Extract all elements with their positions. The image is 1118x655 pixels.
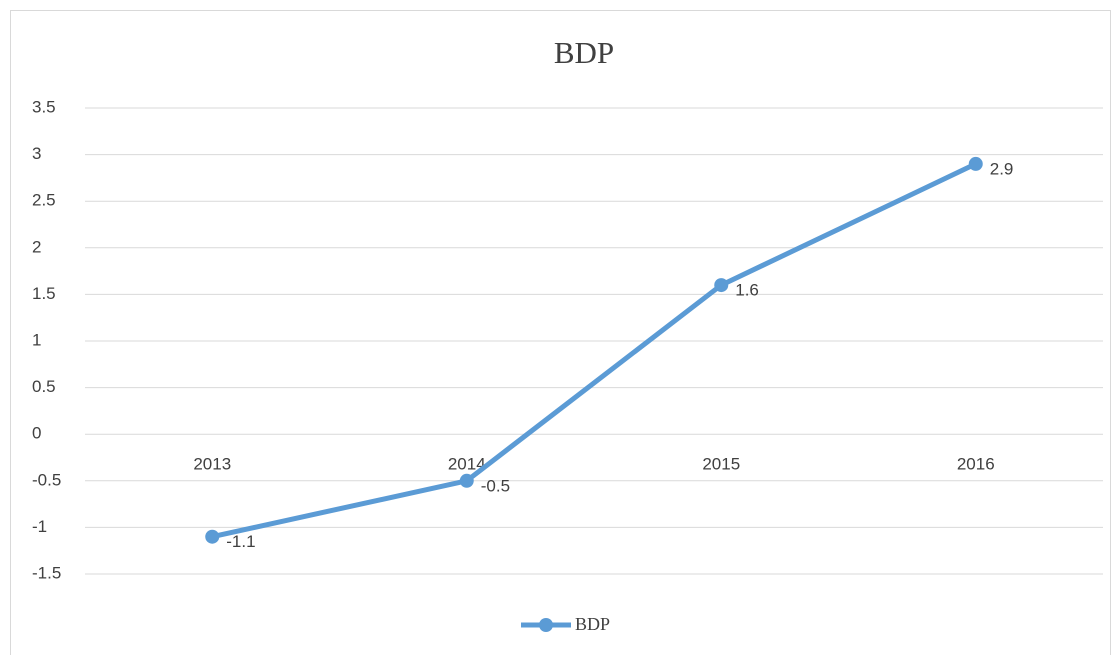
y-tick-label: -1.5	[32, 563, 61, 582]
data-label: -1.1	[226, 532, 255, 551]
marker	[968, 156, 983, 171]
y-tick-label: 3.5	[32, 97, 56, 116]
legend-marker	[539, 618, 553, 632]
legend-label: BDP	[575, 614, 610, 634]
marker	[714, 278, 729, 293]
x-tick-label: 2014	[448, 455, 486, 474]
y-tick-label: -1	[32, 517, 47, 536]
y-tick-label: -0.5	[32, 470, 61, 489]
y-tick-label: 0	[32, 424, 41, 443]
y-tick-label: 0.5	[32, 377, 56, 396]
y-tick-label: 3	[32, 144, 41, 163]
y-tick-label: 2	[32, 237, 41, 256]
marker	[205, 529, 220, 544]
y-tick-label: 1.5	[32, 284, 56, 303]
marker	[459, 473, 474, 488]
data-label: 1.6	[735, 281, 759, 300]
x-tick-label: 2016	[957, 455, 995, 474]
chart-frame	[10, 10, 1111, 655]
x-tick-label: 2015	[702, 455, 740, 474]
y-tick-label: 1	[32, 330, 41, 349]
data-label: -0.5	[481, 476, 510, 495]
chart-title: BDP	[554, 35, 614, 70]
data-label: 2.9	[990, 159, 1014, 178]
x-tick-label: 2013	[193, 455, 231, 474]
line	[211, 161, 977, 540]
y-tick-label: 2.5	[32, 191, 56, 210]
